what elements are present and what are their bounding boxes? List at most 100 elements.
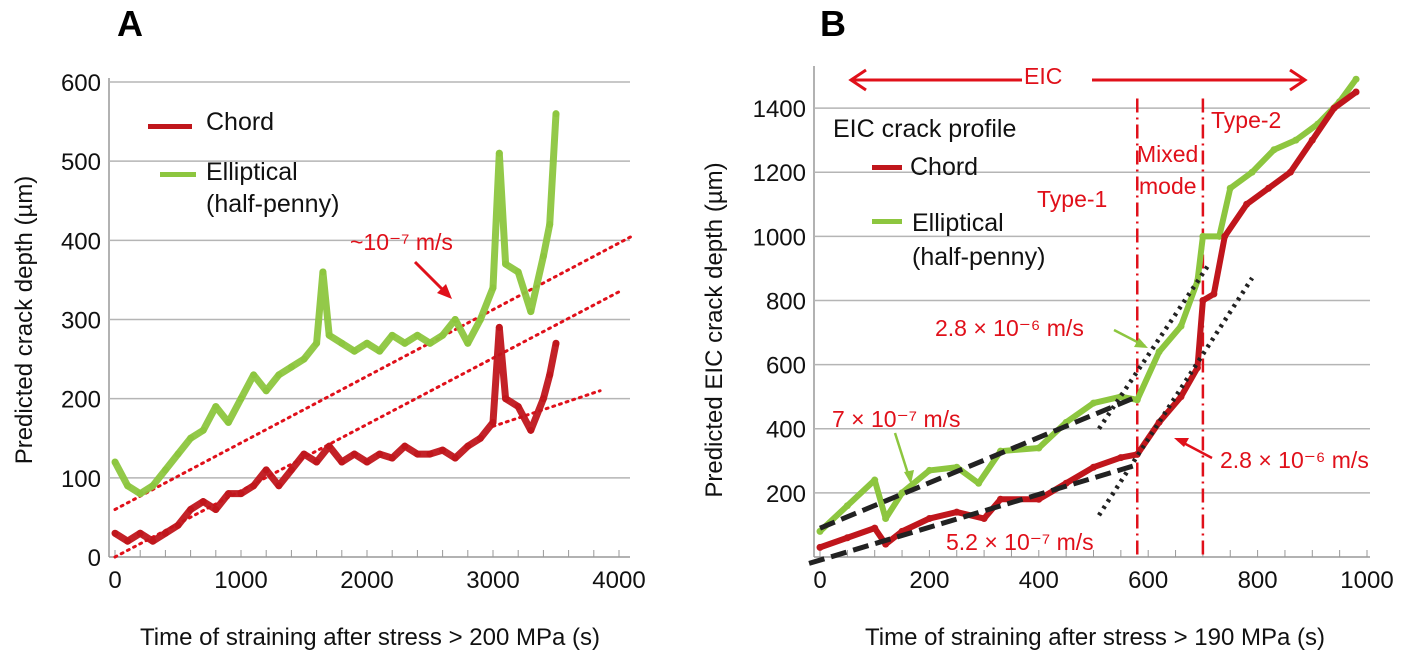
data-point-elliptical: [925, 466, 933, 474]
data-point-elliptical: [451, 316, 459, 323]
data-point-elliptical: [224, 418, 232, 426]
data-point-elliptical: [502, 260, 510, 268]
data-point-chord: [816, 543, 824, 551]
data-point-elliptical: [313, 339, 321, 347]
data-point-chord: [325, 442, 333, 450]
data-point-chord: [476, 434, 484, 442]
data-point-elliptical: [476, 316, 484, 323]
data-point-chord: [136, 529, 144, 537]
series-line-chord: [819, 89, 1358, 551]
data-point-chord: [413, 450, 421, 458]
data-point-chord: [275, 482, 283, 490]
data-point-elliptical: [1155, 348, 1163, 356]
data-point-chord: [376, 450, 384, 458]
y-tick-label: 100: [61, 466, 101, 493]
y-tick-label: 1000: [753, 224, 806, 251]
panel-a-plot: [111, 110, 634, 559]
data-point-chord: [1308, 136, 1316, 144]
data-point-chord: [925, 515, 933, 523]
data-point-elliptical: [262, 387, 270, 395]
data-point-elliptical: [111, 458, 119, 466]
data-point-chord: [401, 442, 409, 450]
data-point-elliptical: [199, 426, 207, 434]
data-point-elliptical: [464, 339, 472, 347]
type-2-label: Type-2: [1211, 107, 1281, 133]
data-point-elliptical: [539, 252, 547, 260]
data-point-chord: [495, 323, 503, 331]
red-slow-rate-label: 5.2 × 10⁻⁷ m/s: [946, 529, 1094, 555]
data-point-elliptical: [882, 515, 890, 523]
data-point-chord: [1199, 296, 1207, 304]
data-point-chord: [489, 418, 497, 426]
series-line-chord: [113, 323, 560, 545]
y-tick-label: 400: [766, 417, 806, 444]
data-point-chord: [111, 529, 119, 537]
legend-label-half-penny: (half-penny): [912, 243, 1045, 271]
data-point-chord: [338, 458, 346, 466]
data-point-elliptical: [136, 490, 144, 498]
data-point-elliptical: [300, 355, 308, 363]
y-tick-label: 200: [766, 481, 806, 508]
data-point-chord: [300, 450, 308, 458]
data-point-chord: [953, 508, 961, 516]
mixed-mode-label-line1: Mixed: [1137, 141, 1198, 167]
trend-line: [491, 389, 602, 428]
y-tick-label: 0: [88, 545, 101, 572]
data-point-elliptical: [401, 339, 409, 347]
y-tick-label: 1400: [753, 96, 806, 123]
data-point-elliptical: [898, 489, 906, 497]
x-tick-label: 0: [108, 567, 121, 594]
legend-label-chord: Chord: [206, 108, 274, 136]
data-point-elliptical: [1215, 232, 1223, 240]
fit-line-dashed: [819, 394, 1139, 531]
panel-label-a: A: [117, 3, 143, 44]
data-point-chord: [224, 490, 232, 498]
data-point-elliptical: [287, 363, 295, 371]
panel-b-x-axis-label: Time of straining after stress > 190 MPa…: [865, 624, 1325, 651]
y-tick-label: 400: [61, 228, 101, 255]
x-tick-label: 800: [1238, 567, 1278, 594]
data-point-chord: [464, 442, 472, 450]
legend-label-elliptical: Elliptical: [912, 209, 1004, 237]
data-point-chord: [1221, 232, 1229, 240]
data-point-elliptical: [363, 339, 371, 347]
data-point-elliptical: [161, 466, 169, 474]
data-point-elliptical: [325, 331, 333, 339]
panel-a-legend: Chord Elliptical (half-penny): [148, 108, 339, 218]
data-point-elliptical: [212, 403, 220, 411]
eic-label: EIC: [1024, 63, 1062, 89]
panel-b-ticks: 200 400 600 800 1000 1200 1400 0 200 400 600 800 100…: [753, 96, 1394, 594]
data-point-elliptical: [546, 221, 554, 228]
red-fast-rate-label: 2.8 × 10⁻⁶ m/s: [1220, 447, 1369, 473]
x-tick-label: 0: [813, 567, 826, 594]
fit-line-dashed: [808, 463, 1136, 566]
x-tick-label: 600: [1128, 567, 1168, 594]
data-point-elliptical: [1199, 232, 1207, 240]
data-point-elliptical: [1226, 184, 1234, 192]
data-point-chord: [161, 529, 169, 537]
data-point-chord: [451, 454, 459, 462]
fit-line-dotted: [1097, 263, 1211, 430]
x-tick-label: 1000: [214, 567, 267, 594]
data-point-elliptical: [975, 479, 983, 487]
data-point-elliptical: [843, 502, 851, 510]
data-point-chord: [363, 458, 371, 466]
data-point-elliptical: [1035, 444, 1043, 452]
trend-line: [113, 290, 621, 559]
data-point-chord: [199, 498, 207, 506]
y-tick-label: 600: [61, 70, 101, 97]
data-point-chord: [843, 534, 851, 542]
legend-swatch-chord: [148, 124, 192, 129]
arrow-head: [1174, 438, 1189, 447]
x-tick-label: 2000: [340, 567, 393, 594]
data-point-elliptical: [1292, 136, 1300, 144]
data-point-chord: [552, 339, 560, 347]
data-point-elliptical: [489, 284, 497, 292]
arrow-head: [1134, 338, 1148, 348]
data-point-chord: [871, 524, 879, 532]
data-point-elliptical: [237, 395, 245, 403]
data-point-chord: [539, 395, 547, 403]
data-point-chord: [1352, 88, 1360, 96]
data-point-elliptical: [187, 434, 195, 442]
